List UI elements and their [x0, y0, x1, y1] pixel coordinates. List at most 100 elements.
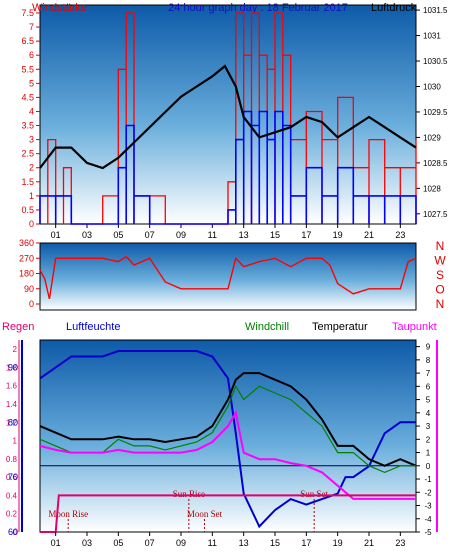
panel3-series [39, 350, 417, 533]
panel3-rain-tick-2: 2 [13, 345, 18, 354]
panel3-x-tick-15: 15 [270, 538, 280, 548]
panel1-pressure-series [39, 64, 417, 170]
panel3-rain-tick-0-6: 0.6 [6, 473, 18, 482]
panel3-annotation-2: Moon Set [187, 509, 223, 519]
panel1-x-tick-03: 03 [82, 230, 92, 240]
panel1-right-tick-labels: 1027.5 1028 1028.5 1029 1029.5 1030 1030.5 1031… [416, 6, 448, 219]
panel2-compass-label-0: N [436, 239, 445, 253]
panel1-x-tick-19: 19 [333, 230, 343, 240]
panel3-dewpoint-series [39, 410, 416, 500]
panel1-left-axis-label: Windstärke [32, 2, 87, 14]
panel-wind-pressure: Windstärke 24 hour graph day : 18 Februa… [21, 2, 448, 240]
panel1-left-tick-1-5: 1.5 [21, 177, 34, 187]
panel2-plot-area [39, 242, 417, 311]
panel3-x-tick-09: 09 [176, 538, 186, 548]
panel1-left-tick-3: 3 [29, 135, 34, 145]
panel3-humidity-tick-70: 70 [8, 472, 18, 482]
panel1-left-tick-7-5: 7.5 [21, 8, 34, 18]
panel3-temperature-tick-3: 3 [426, 422, 431, 431]
panel3-temperature-tick-4: 4 [426, 409, 431, 418]
panel3-annotation-0: Moon Rise [48, 509, 88, 519]
panel3-legend-regen: Regen [2, 321, 34, 333]
panel2-wind-direction-series [39, 255, 417, 300]
panel3-temperature-tick-6: 6 [426, 382, 431, 391]
panel1-x-tick-21: 21 [364, 230, 374, 240]
panel3-rain-tick-0-8: 0.8 [6, 455, 18, 464]
panel3-x-tick-13: 13 [239, 538, 249, 548]
panel1-right-tick-1029: 1029 [423, 133, 441, 142]
panel3-x-tick-07: 07 [145, 538, 155, 548]
panel1-title: 24 hour graph day : 18 Februar 2017 [168, 2, 348, 14]
panel2-compass-label-3: O [435, 283, 444, 297]
panel3-x-tick-05: 05 [113, 538, 123, 548]
panel1-x-tick-17: 17 [301, 230, 311, 240]
panel3-temperature-tick-8: 8 [426, 356, 431, 365]
panel3-temperature-tick-2: 2 [426, 435, 431, 444]
panel1-left-tick-2: 2 [29, 163, 34, 173]
panel1-left-tick-3-5: 3.5 [21, 121, 34, 131]
panel1-right-tick-1029-5: 1029.5 [423, 108, 448, 117]
panel1-left-tick-4: 4 [29, 106, 34, 116]
panel2-left-tick-180: 180 [19, 269, 34, 279]
panel1-right-tick-1027-5: 1027.5 [423, 210, 448, 219]
panel2-compass-label-1: W [434, 254, 446, 268]
panel-temperature-humidity: Regen Luftfeuchte Windchill Temperatur Taupu… [2, 321, 438, 548]
panel2-left-tick-270: 270 [19, 253, 34, 263]
panel3-temperature-tick--5: -5 [424, 528, 432, 537]
panel3-temperature-tick--2: -2 [424, 488, 432, 497]
panel3-legend-windchill: Windchill [245, 321, 289, 333]
panel3-x-tick-01: 01 [51, 538, 61, 548]
panel1-left-tick-6-5: 6.5 [21, 36, 34, 46]
panel3-rain-series [40, 494, 416, 533]
panel1-left-tick-0-5: 0.5 [21, 205, 34, 215]
panel1-wind-gust-series [39, 110, 417, 225]
panel1-x-tick-labels: 01 03 05 07 09 11 13 15 17 19 21 23 [51, 224, 405, 240]
panel1-right-tick-1031: 1031 [423, 32, 441, 41]
panel1-x-tick-07: 07 [145, 230, 155, 240]
panel1-series [39, 12, 417, 225]
panel3-annotations: Moon Rise Sun Rise Moon Set Sun Set [48, 489, 329, 532]
panel3-humidity-tick-60: 60 [8, 527, 18, 537]
panel3-temperature-tick--3: -3 [424, 502, 432, 511]
panel1-left-tick-2-5: 2.5 [21, 149, 34, 159]
panel3-rain-tick-1-4: 1.4 [6, 400, 18, 409]
panel3-temperature-series [39, 372, 417, 467]
panel3-annotation-1: Sun Rise [173, 489, 205, 499]
panel3-rain-tick-0-4: 0.4 [6, 491, 18, 500]
panel3-temperature-tick-0: 0 [426, 462, 431, 471]
panel3-humidity-series [39, 350, 416, 529]
panel1-left-tick-4-5: 4.5 [21, 92, 34, 102]
panel1-x-tick-23: 23 [395, 230, 405, 240]
panel3-humidity-tick-90: 90 [8, 362, 18, 372]
panel3-rain-tick-1: 1 [13, 437, 18, 446]
panel3-legend-temperatur: Temperatur [312, 321, 368, 333]
panel3-temperature-tick--1: -1 [424, 475, 432, 484]
panel2-left-tick-labels: 0 90 180 270 360 [19, 238, 40, 309]
panel1-x-tick-01: 01 [51, 230, 61, 240]
panel3-temperature-tick-5: 5 [426, 396, 431, 405]
panel3-humidity-tick-80: 80 [8, 417, 18, 427]
panel3-legend: Regen Luftfeuchte Windchill Temperatur Taupu… [2, 321, 437, 333]
panel1-left-tick-labels: 0 0.5 1 1.5 2 2.5 3 3.5 4 4.5 5 5.5 6 6.5 7 7.5 [21, 8, 40, 229]
panel1-left-tick-0: 0 [29, 219, 34, 229]
panel2-compass-label-2: S [436, 268, 444, 282]
panel1-left-tick-7: 7 [29, 22, 34, 32]
panel1-x-tick-13: 13 [239, 230, 249, 240]
panel1-right-axis-label: Luftdruck [371, 2, 417, 14]
panel1-left-tick-5-5: 5.5 [21, 64, 34, 74]
panel3-annotation-3: Sun Set [300, 489, 328, 499]
panel1-right-tick-1028: 1028 [423, 184, 441, 193]
panel3-rain-tick-1-2: 1.2 [6, 418, 18, 427]
panel1-x-tick-11: 11 [208, 230, 217, 240]
panel3-rain-tick-0: 0 [13, 528, 18, 537]
panel3-legend-taupunkt: Taupunkt [392, 321, 437, 333]
panel3-temperature-tick-1: 1 [426, 449, 431, 458]
panel3-x-tick-23: 23 [395, 538, 405, 548]
panel3-temperature-tick-7: 7 [426, 369, 431, 378]
panel3-x-tick-03: 03 [82, 538, 92, 548]
panel1-x-tick-05: 05 [113, 230, 123, 240]
panel1-left-tick-5: 5 [29, 78, 34, 88]
